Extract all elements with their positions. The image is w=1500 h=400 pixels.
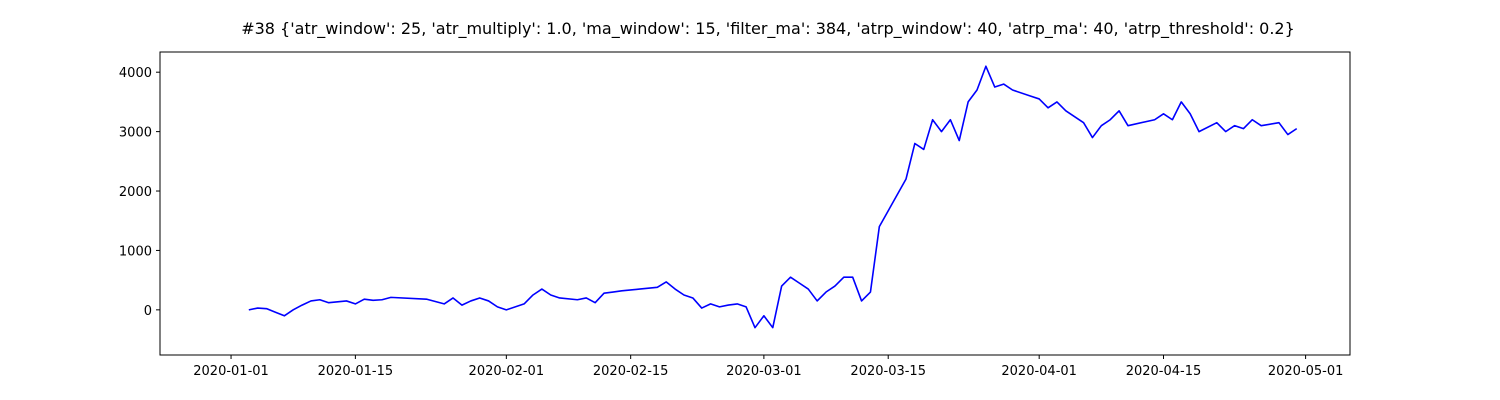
data-line xyxy=(248,65,1298,329)
x-tick-label: 2020-02-01 xyxy=(469,364,545,379)
chart-title: #38 {'atr_window': 25, 'atr_multiply': 1… xyxy=(241,19,1295,39)
x-tick-label: 2020-02-15 xyxy=(593,364,669,379)
x-tick-label: 2020-03-15 xyxy=(850,364,926,379)
x-tick-label: 2020-05-01 xyxy=(1268,364,1344,379)
x-tick-label: 2020-04-01 xyxy=(1001,364,1077,379)
plot-frame xyxy=(159,51,1351,356)
y-tick-label: 4000 xyxy=(119,66,152,81)
y-tick-label: 0 xyxy=(144,304,152,319)
x-tick-label: 2020-01-01 xyxy=(193,364,269,379)
y-tick-label: 1000 xyxy=(119,244,152,259)
y-tick-label: 2000 xyxy=(119,185,152,200)
x-tick-label: 2020-03-01 xyxy=(726,364,802,379)
x-tick-label: 2020-01-15 xyxy=(318,364,394,379)
x-tick-label: 2020-04-15 xyxy=(1126,364,1202,379)
y-tick-label: 3000 xyxy=(119,126,152,141)
